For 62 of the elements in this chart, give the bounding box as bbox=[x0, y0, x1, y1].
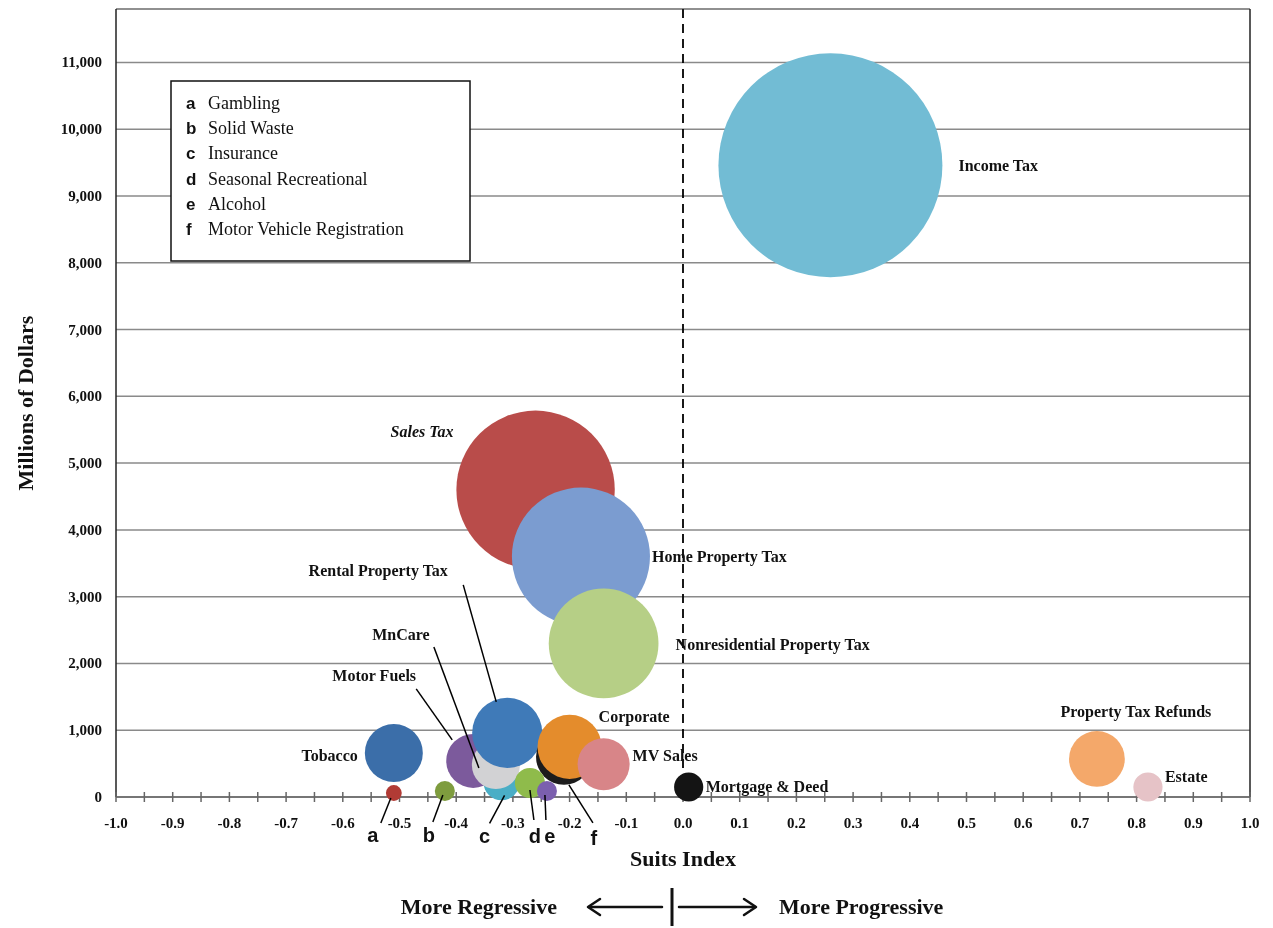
x-tick-label: -0.7 bbox=[274, 815, 299, 831]
x-tick-label: -0.6 bbox=[330, 815, 356, 831]
series-label: Tobacco bbox=[301, 747, 358, 765]
x-tick-label: -0.1 bbox=[614, 815, 639, 831]
y-tick-label: 0 bbox=[94, 789, 102, 805]
annotation: f Motor Vehicle Registration bbox=[186, 219, 404, 239]
annotation: a Gambling bbox=[186, 93, 280, 113]
x-tick-label: 0.1 bbox=[730, 815, 750, 831]
x-tick-label: -0.5 bbox=[387, 815, 412, 831]
series-label: Nonresidential Property Tax bbox=[675, 635, 870, 654]
y-tick-label: 11,000 bbox=[61, 54, 102, 71]
series-label: Estate bbox=[1164, 768, 1208, 786]
y-tick-label: 3,000 bbox=[68, 588, 102, 605]
text: More Regressive bbox=[400, 894, 558, 919]
y-tick-label: 8,000 bbox=[68, 254, 102, 271]
x-tick-label: 0.6 bbox=[1013, 815, 1034, 831]
series-label: a bbox=[367, 823, 380, 846]
y-tick-label: 4,000 bbox=[68, 521, 102, 538]
y-tick-label: 7,000 bbox=[68, 321, 102, 338]
series-label: Mortgage & Deed bbox=[705, 778, 829, 797]
x-tick-label: 0.2 bbox=[787, 815, 806, 831]
series-label: d bbox=[528, 824, 542, 847]
series-label: Corporate bbox=[598, 708, 670, 727]
series-label: Sales Tax bbox=[390, 423, 454, 441]
text: More Progressive bbox=[779, 894, 944, 919]
x-tick-label: -1.0 bbox=[104, 815, 128, 831]
series-label: Property Tax Refunds bbox=[1060, 703, 1212, 722]
x-tick-label: -0.4 bbox=[444, 815, 469, 831]
y-tick-label: 1,000 bbox=[68, 722, 102, 739]
y-axis-title: Millions of Dollars bbox=[13, 315, 38, 491]
annotation: c Insurance bbox=[186, 143, 278, 164]
y-tick-label: 10,000 bbox=[60, 121, 102, 138]
series-label: Income Tax bbox=[958, 156, 1038, 174]
y-tick-label: 9,000 bbox=[68, 187, 102, 204]
series-label: c bbox=[479, 825, 491, 848]
x-tick-label: 0.4 bbox=[900, 815, 920, 831]
x-tick-label: 1.0 bbox=[1240, 815, 1260, 831]
text: f bbox=[590, 826, 598, 849]
series-label: b bbox=[422, 823, 435, 846]
text: MnCare bbox=[372, 626, 430, 644]
annotation: e Alcohol bbox=[186, 193, 266, 214]
series-label: e bbox=[544, 824, 556, 847]
x-tick-label: -0.9 bbox=[160, 815, 185, 831]
y-tick-label: 5,000 bbox=[68, 455, 102, 472]
series-label: Home Property Tax bbox=[651, 548, 787, 567]
annotation: d Seasonal Recreational bbox=[186, 168, 368, 189]
series-label: MV Sales bbox=[632, 746, 698, 764]
x-tick-label: 0.0 bbox=[673, 815, 693, 831]
y-tick-label: 2,000 bbox=[68, 655, 102, 672]
x-axis-title: Suits Index bbox=[630, 846, 736, 871]
text: Rental Property Tax bbox=[308, 562, 448, 581]
x-tick-label: 0.7 bbox=[1070, 815, 1090, 831]
y-tick-label: 6,000 bbox=[68, 388, 102, 405]
x-tick-label: 0.8 bbox=[1127, 815, 1146, 831]
x-tick-label: -0.3 bbox=[501, 815, 525, 831]
x-tick-label: 0.9 bbox=[1183, 815, 1203, 831]
x-tick-label: -0.2 bbox=[557, 815, 582, 831]
text: Motor Fuels bbox=[332, 667, 417, 685]
annotation: b Solid Waste bbox=[186, 118, 294, 139]
x-tick-label: 0.5 bbox=[957, 815, 976, 831]
x-tick-label: 0.3 bbox=[843, 815, 863, 831]
x-tick-label: -0.8 bbox=[217, 815, 242, 831]
